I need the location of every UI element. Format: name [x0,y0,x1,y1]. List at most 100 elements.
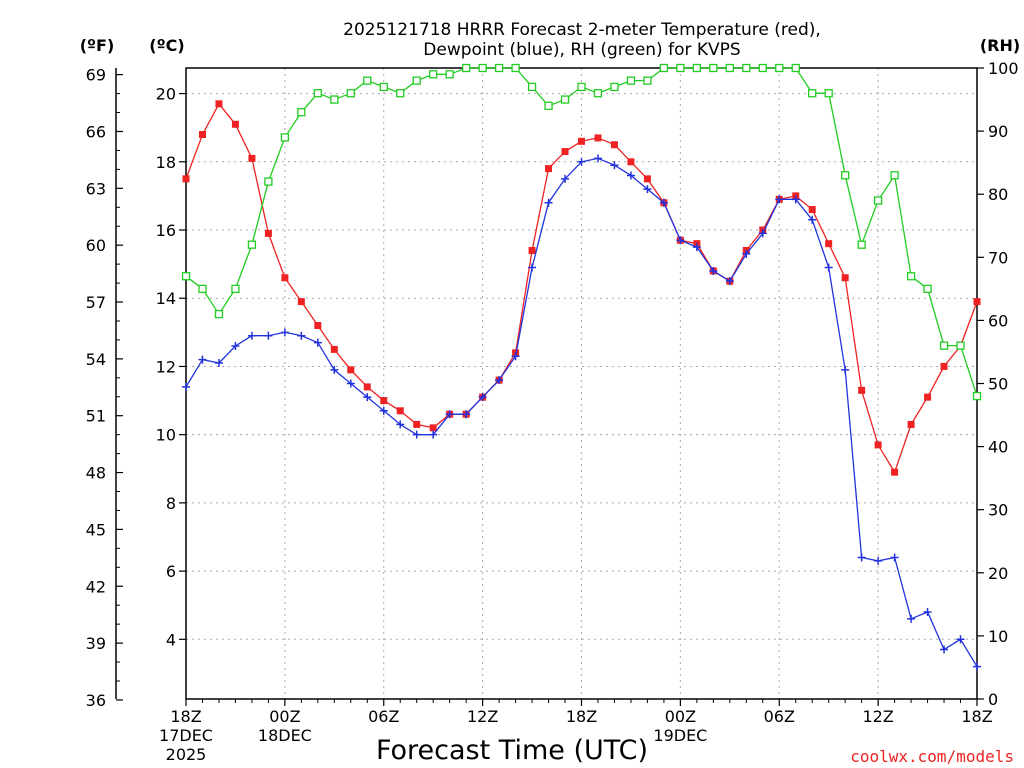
rh-point [280,133,290,142]
celsius-tick-label: 18 [156,153,176,172]
temperature-point [396,407,404,415]
rh-tick-label: 10 [988,627,1008,646]
temperature-series [182,100,981,476]
rh-tick-label: 40 [988,438,1008,457]
dewpoint-point [429,430,438,439]
rh-point [313,89,322,98]
celsius-tick-label: 4 [166,630,176,649]
dewpoint-point [396,420,405,429]
x-axis-label: Forecast Time (UTC) [376,735,648,766]
dewpoint-point [874,556,883,565]
rh-point [791,63,800,73]
temperature-point [610,141,618,149]
dewpoint-point [528,263,537,272]
dewpoint-point [313,338,322,347]
rh-point [890,171,899,180]
temperature-point [528,246,536,254]
dewpoint-point [940,645,949,654]
dewpoint-point [297,331,306,340]
dewpoint-point [808,215,817,224]
rh-tick-label: 50 [988,375,1008,394]
time-tick-label: 18Z [170,707,201,726]
dewpoint-series [182,154,981,671]
rh-point [445,70,454,79]
dewpoint-point [198,355,207,364]
rh-point [824,89,833,98]
rh-point [577,82,586,92]
temperature-point [215,100,223,108]
fahrenheit-tick-label: 66 [86,122,106,141]
fahrenheit-tick-label: 54 [86,350,106,369]
fahrenheit-tick-label: 51 [86,407,106,426]
celsius-tick-label: 12 [156,357,176,376]
dewpoint-point [725,277,734,286]
rh-point [396,89,405,98]
temperature-point [891,468,899,476]
temperature-point [281,274,289,282]
celsius-tick-label: 20 [156,85,176,104]
dewpoint-point [231,341,240,350]
rh-point [709,63,718,73]
dewpoint-point [561,174,570,183]
dewpoint-point [791,195,800,204]
dewpoint-point [890,553,899,562]
temperature-point [330,345,338,353]
celsius-tick-label: 8 [166,494,176,513]
temperature-point [973,298,981,306]
temperature-point [248,154,256,162]
fahrenheit-tick-label: 45 [86,520,106,539]
rh-point [247,240,257,249]
rh-point [264,177,273,186]
dewpoint-point [247,331,256,340]
rh-point [857,240,866,249]
temperature-point [841,274,849,282]
rh-point [461,63,471,73]
rh-point [346,89,355,98]
unit-label-rh: (RH) [980,36,1020,55]
rh-point [923,284,932,294]
rh-point [231,284,240,294]
dewpoint-point [775,195,784,204]
time-tick-label: 19DEC [653,726,707,745]
rh-tick-label: 80 [988,185,1008,204]
dewpoint-point [742,249,751,258]
rh-tick-label: 90 [988,122,1008,141]
temperature-point [429,424,437,432]
dewpoint-point [495,376,504,385]
fahrenheit-tick-label: 39 [86,634,106,653]
dewpoint-point [610,161,619,170]
rh-axis: 0 10 20 30 40 50 60 70 80 90 100 [977,59,1019,709]
fahrenheit-tick-label: 42 [86,577,106,596]
dewpoint-point [478,393,487,402]
temperature-point [874,441,882,449]
dewpoint-point [758,229,767,238]
rh-tick-label: 20 [988,564,1008,583]
rh-point [643,76,652,85]
temperature-point [198,131,206,139]
series-layer [181,63,982,671]
dewpoint-point [593,154,602,163]
fahrenheit-tick-label: 57 [86,293,106,312]
celsius-tick-label: 14 [156,289,176,308]
rh-point [758,63,767,73]
dewpoint-point [643,185,652,194]
dewpoint-point [973,662,981,671]
rh-point [626,76,636,85]
time-tick-label: 00Z [269,707,300,726]
temperature-point [182,175,190,183]
dewpoint-point [544,198,553,207]
rh-tick-label: 70 [988,248,1008,267]
temperature-point [363,383,371,391]
rh-point [841,171,850,180]
dewpoint-point [264,331,273,340]
time-tick-label: 18Z [961,707,992,726]
dewpoint-point [709,266,718,275]
time-tick-label: 00Z [665,707,696,726]
temperature-point [594,134,602,142]
fahrenheit-tick-label: 36 [86,691,106,710]
time-tick-label: 18DEC [258,726,312,745]
temperature-point [825,240,833,248]
temperature-point [264,229,272,237]
fahrenheit-tick-label: 69 [86,66,106,85]
